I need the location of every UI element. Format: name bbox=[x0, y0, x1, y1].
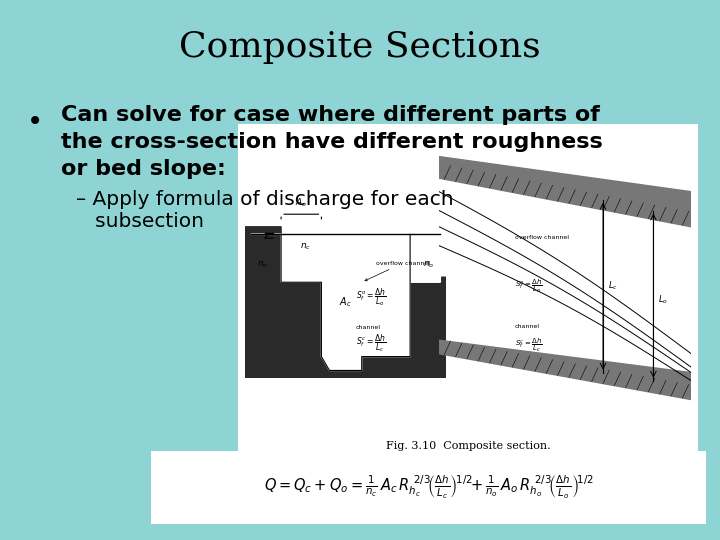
FancyBboxPatch shape bbox=[238, 124, 698, 464]
Polygon shape bbox=[439, 157, 691, 227]
Polygon shape bbox=[251, 234, 441, 370]
Text: $A_c$: $A_c$ bbox=[339, 295, 352, 309]
Text: $A_o$: $A_o$ bbox=[295, 197, 307, 209]
Text: $S_f^c=\dfrac{\Delta h}{L_c}$: $S_f^c=\dfrac{\Delta h}{L_c}$ bbox=[515, 337, 542, 354]
Text: channel: channel bbox=[515, 324, 540, 329]
Text: Can solve for case where different parts of: Can solve for case where different parts… bbox=[61, 105, 600, 125]
FancyBboxPatch shape bbox=[151, 451, 706, 524]
Text: – Apply formula of discharge for each: – Apply formula of discharge for each bbox=[76, 190, 453, 209]
Text: $L_o$: $L_o$ bbox=[658, 293, 668, 306]
Text: $n_o$: $n_o$ bbox=[257, 259, 269, 270]
Text: $L_c$: $L_c$ bbox=[608, 280, 618, 293]
Text: Fig. 3.10  Composite section.: Fig. 3.10 Composite section. bbox=[386, 441, 550, 451]
Text: $n_o$: $n_o$ bbox=[423, 259, 434, 270]
Polygon shape bbox=[439, 340, 691, 400]
Text: overflow channel: overflow channel bbox=[365, 261, 430, 281]
Text: $Q = Q_c + Q_o = \frac{1}{n_c}\,A_c\,R_{h_c}^{\ 2/3}\!\left(\frac{\Delta h}{L_c}: $Q = Q_c + Q_o = \frac{1}{n_c}\,A_c\,R_{… bbox=[264, 474, 593, 501]
Text: or bed slope:: or bed slope: bbox=[61, 159, 226, 179]
Text: overflow channel: overflow channel bbox=[515, 235, 569, 240]
Text: the cross-section have different roughness: the cross-section have different roughne… bbox=[61, 132, 603, 152]
Text: $S_f^o=\dfrac{\Delta h}{L_o}$: $S_f^o=\dfrac{\Delta h}{L_o}$ bbox=[356, 286, 386, 308]
Text: $S_f^c=\dfrac{\Delta h}{L_c}$: $S_f^c=\dfrac{\Delta h}{L_c}$ bbox=[356, 332, 386, 354]
Polygon shape bbox=[245, 227, 446, 378]
Text: subsection: subsection bbox=[76, 212, 204, 231]
Text: Composite Sections: Composite Sections bbox=[179, 30, 541, 64]
Text: channel: channel bbox=[356, 325, 381, 330]
Text: $n_c$: $n_c$ bbox=[300, 242, 311, 252]
Text: $S_f^o=\dfrac{\Delta h}{L_o}$: $S_f^o=\dfrac{\Delta h}{L_o}$ bbox=[515, 278, 543, 295]
Text: •: • bbox=[27, 108, 44, 136]
